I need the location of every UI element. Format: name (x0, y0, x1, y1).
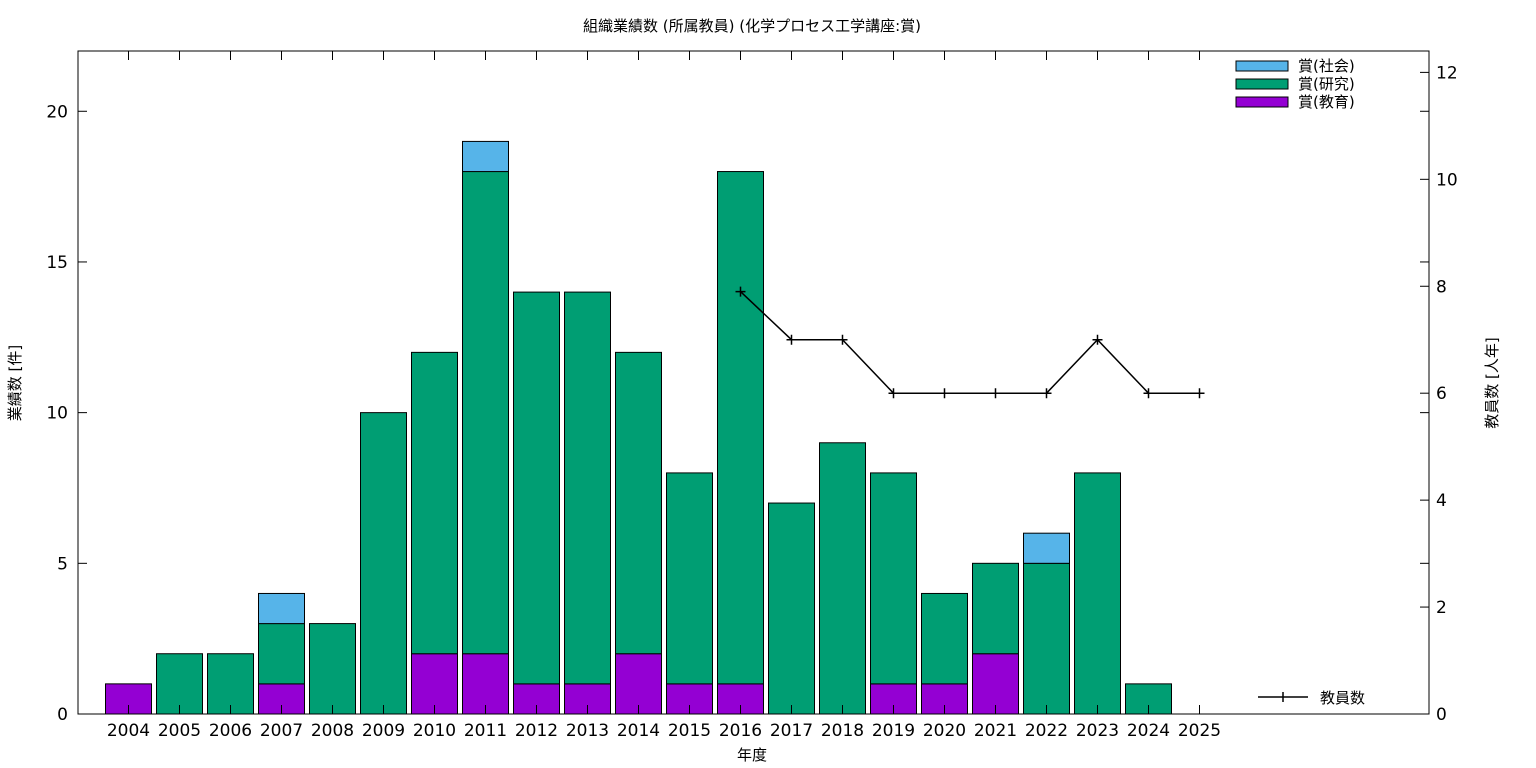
bar-segment (258, 623, 305, 685)
legend-swatch (1235, 60, 1289, 72)
faculty-line-point (1092, 334, 1103, 345)
faculty-line-point (1143, 388, 1154, 399)
x-tick-label: 2013 (566, 721, 609, 741)
faculty-line-point (939, 388, 950, 399)
y2-tick-label: 8 (1436, 277, 1447, 297)
bar-segment (1074, 472, 1121, 715)
bar-segment (921, 592, 968, 685)
y-tick-label: 0 (57, 705, 68, 725)
faculty-line-point (837, 334, 848, 345)
x-tick-label: 2018 (821, 721, 864, 741)
faculty-line (735, 286, 1205, 399)
legend-swatch (1235, 96, 1289, 108)
y2-tick-label: 12 (1436, 63, 1458, 83)
bar-segment (615, 653, 662, 715)
line-legend: 教員数 (1258, 689, 1365, 707)
x-tick-label: 2016 (719, 721, 762, 741)
x-tick-label: 2011 (464, 721, 507, 741)
x-tick-label: 2014 (617, 721, 660, 741)
bar-segment (309, 623, 356, 715)
bar-segment (258, 592, 305, 625)
x-tick-label: 2017 (770, 721, 813, 741)
bar-segment (462, 140, 509, 173)
y2-tick-label: 10 (1436, 170, 1458, 190)
x-tick-label: 2015 (668, 721, 711, 741)
x-tick-label: 2022 (1025, 721, 1068, 741)
faculty-line-point (735, 286, 746, 297)
x-tick-label: 2010 (413, 721, 456, 741)
faculty-line-path (739, 291, 1200, 394)
bar-segment (870, 472, 917, 685)
y-axis-label: 業績数 [件] (6, 345, 24, 421)
bar-segment (564, 291, 611, 685)
y2-tick-label: 4 (1436, 491, 1447, 511)
bar-segment (462, 653, 509, 715)
bar-segment (1023, 562, 1070, 715)
x-tick-label: 2012 (515, 721, 558, 741)
y-tick-label: 20 (46, 102, 68, 122)
faculty-line-point (888, 388, 899, 399)
x-tick-label: 2007 (260, 721, 303, 741)
bar-segment (666, 472, 713, 685)
y-tick-label: 10 (46, 404, 68, 424)
bar-segment (156, 653, 203, 715)
bar-segment (717, 171, 764, 685)
bar-segment (972, 653, 1019, 715)
legend-label: 賞(社会) (1298, 57, 1355, 75)
y2-tick-label: 0 (1436, 705, 1447, 725)
bars (105, 140, 1172, 715)
x-tick-label: 2024 (1127, 721, 1170, 741)
x-tick-label: 2008 (311, 721, 354, 741)
x-tick-label: 2006 (209, 721, 252, 741)
faculty-line-point (1041, 388, 1052, 399)
x-tick-label: 2020 (923, 721, 966, 741)
x-tick-label: 2009 (362, 721, 405, 741)
legend: 賞(社会)賞(研究)賞(教育) (1235, 57, 1355, 111)
bar-segment (615, 351, 662, 655)
x-tick-label: 2021 (974, 721, 1017, 741)
left-axis: 0 5 10 15 20 (46, 102, 1429, 725)
x-tick-label: 2005 (158, 721, 201, 741)
bar-segment (513, 291, 560, 685)
faculty-line-point (990, 388, 1001, 399)
x-tick-label: 2023 (1076, 721, 1119, 741)
y-tick-label: 15 (46, 253, 68, 273)
faculty-line-point (1194, 388, 1205, 399)
bar-segment (462, 171, 509, 655)
bar-segment (411, 653, 458, 715)
bar-segment (360, 412, 407, 715)
bar-segment (207, 653, 254, 715)
x-axis-label: 年度 (737, 746, 767, 764)
bar-segment (972, 562, 1019, 655)
x-tick-label: 2019 (872, 721, 915, 741)
line-legend-label: 教員数 (1320, 689, 1365, 707)
bar-segment (819, 442, 866, 715)
x-tick-label: 2004 (107, 721, 150, 741)
bar-segment (411, 351, 458, 655)
y2-tick-label: 6 (1436, 384, 1447, 404)
legend-swatch (1235, 78, 1289, 90)
x-tick-label: 2025 (1178, 721, 1221, 741)
legend-label: 賞(教育) (1298, 93, 1355, 111)
y-tick-label: 5 (57, 554, 68, 574)
chart-title: 組織業績数 (所属教員) (化学プロセス工学講座:賞) (583, 17, 921, 35)
bar-segment (1023, 532, 1070, 564)
faculty-line-point (786, 334, 797, 345)
right-axis: 0 2 4 6 8 10 12 (1420, 63, 1458, 725)
bar-segment (768, 502, 815, 715)
x-axis: 2004 2005 2006 2007 2008 2009 2010 2011 2012 2013… (107, 51, 1221, 741)
y2-axis-label: 教員数 [人年] (1483, 337, 1501, 428)
legend-label: 賞(研究) (1298, 75, 1355, 93)
y2-tick-label: 2 (1436, 598, 1447, 618)
